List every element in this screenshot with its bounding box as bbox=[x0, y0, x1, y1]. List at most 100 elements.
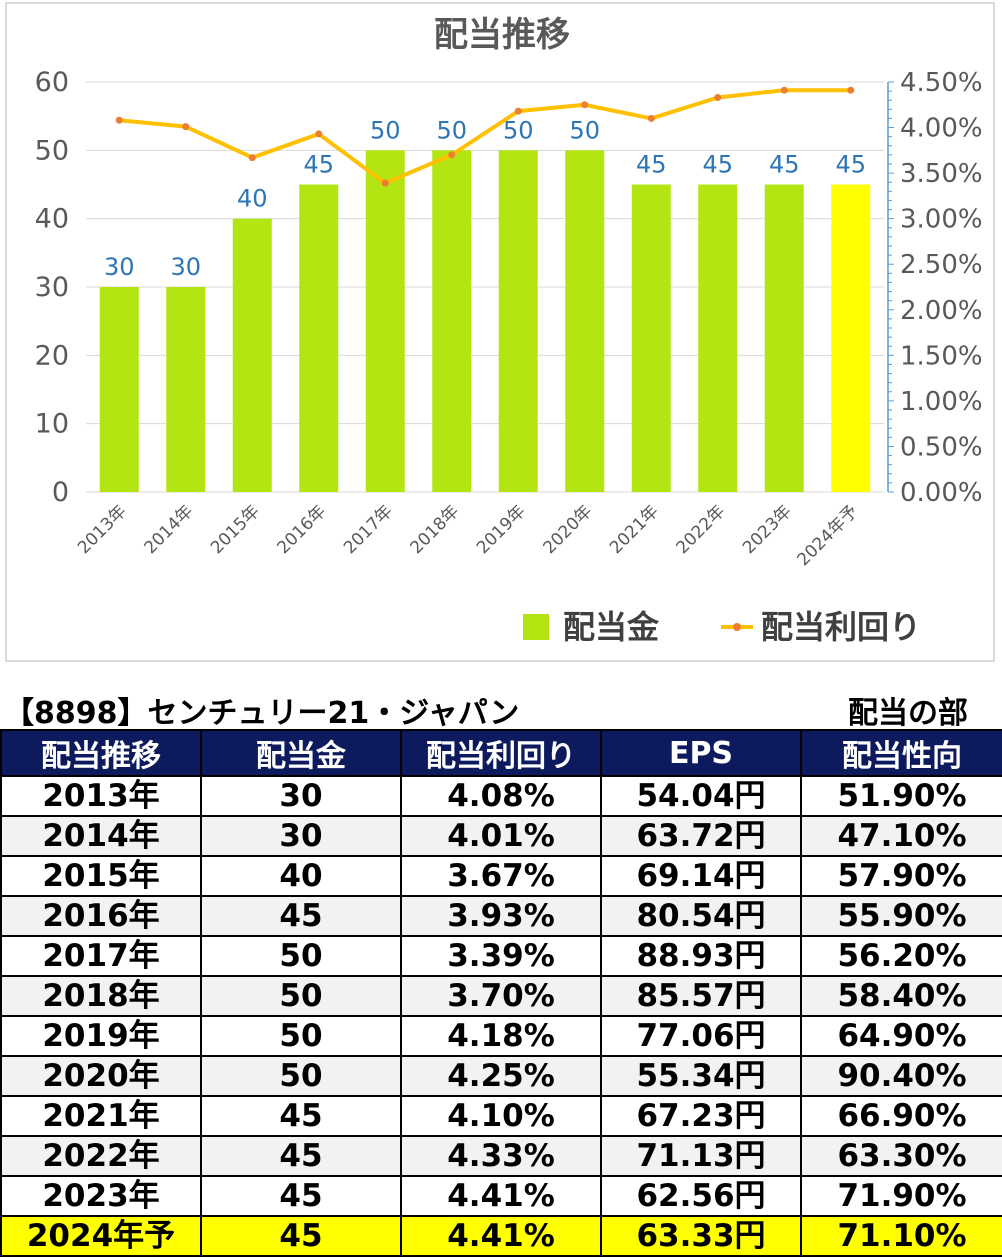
table-cell: 62.56円 bbox=[600, 1175, 802, 1217]
table-cell: 45 bbox=[200, 1215, 402, 1257]
table-cell: 4.33% bbox=[400, 1135, 602, 1177]
table-cell: 2016年 bbox=[0, 895, 202, 937]
table-cell: 56.20% bbox=[800, 935, 1002, 977]
data-label: 45 bbox=[769, 151, 800, 179]
y-right-tick-label: 1.00% bbox=[900, 387, 983, 417]
table-cell: 85.57円 bbox=[600, 975, 802, 1017]
table-cell: 71.90% bbox=[800, 1175, 1002, 1217]
yield-point bbox=[847, 86, 855, 94]
table-cell: 45 bbox=[200, 1135, 402, 1177]
data-label: 50 bbox=[569, 116, 600, 144]
table-row: 2016年 45 3.93% 80.54円 55.90% bbox=[0, 895, 1002, 937]
data-label: 45 bbox=[303, 151, 334, 179]
table-cell: 4.41% bbox=[400, 1175, 602, 1217]
table-cell: 4.01% bbox=[400, 815, 602, 857]
table-subtitle: 配当の部 bbox=[848, 696, 968, 731]
table-row: 2020年 50 4.25% 55.34円 90.40% bbox=[0, 1055, 1002, 1097]
bar bbox=[764, 184, 804, 492]
bar bbox=[698, 184, 738, 492]
table-cell: 4.41% bbox=[400, 1215, 602, 1257]
table-cell: 40 bbox=[200, 855, 402, 897]
table-cell: 4.25% bbox=[400, 1055, 602, 1097]
table-cell: 71.13円 bbox=[600, 1135, 802, 1177]
table-cell: 47.10% bbox=[800, 815, 1002, 857]
y-left-tick-label: 60 bbox=[35, 67, 69, 98]
table-cell: 54.04円 bbox=[600, 775, 802, 817]
chart-frame: 配当推移 0 10 20 30 40 50 60 0.00% 0.50% 1.00% 1.50% 2.0… bbox=[5, 2, 995, 662]
data-label: 30 bbox=[170, 253, 201, 281]
y-left-tick-label: 30 bbox=[35, 272, 69, 303]
table-row: 2019年 50 4.18% 77.06円 64.90% bbox=[0, 1015, 1002, 1057]
table-cell: 50 bbox=[200, 935, 402, 977]
x-tick-label: 2018年 bbox=[407, 501, 464, 558]
column-header: 配当利回り bbox=[400, 729, 602, 777]
table-cell: 3.39% bbox=[400, 935, 602, 977]
y-left-tick-label: 40 bbox=[35, 204, 69, 235]
data-label: 30 bbox=[104, 253, 135, 281]
legend-label: 配当金 bbox=[563, 608, 660, 646]
data-label: 45 bbox=[835, 151, 866, 179]
x-tick-label: 2024年予 bbox=[794, 501, 863, 570]
table-cell: 2014年 bbox=[0, 815, 202, 857]
table-cell: 50 bbox=[200, 1055, 402, 1097]
yield-point bbox=[248, 154, 256, 162]
y-right-tick-label: 3.50% bbox=[900, 159, 983, 189]
table-cell: 55.90% bbox=[800, 895, 1002, 937]
table-cell: 50 bbox=[200, 975, 402, 1017]
x-tick-label: 2023年 bbox=[739, 501, 796, 558]
table-header-row: 【8898】センチュリー21・ジャパン 配当の部 bbox=[0, 688, 1002, 731]
table-row: 2013年 30 4.08% 54.04円 51.90% bbox=[0, 775, 1002, 817]
table-cell: 2024年予 bbox=[0, 1215, 202, 1257]
column-header: 配当推移 bbox=[0, 729, 202, 777]
table-cell: 2015年 bbox=[0, 855, 202, 897]
y-right-tick-label: 4.50% bbox=[900, 68, 983, 98]
table-cell: 58.40% bbox=[800, 975, 1002, 1017]
table-header: 配当推移 配当金 配当利回り EPS 配当性向 bbox=[0, 729, 1002, 777]
yield-point bbox=[182, 123, 190, 131]
table-cell: 88.93円 bbox=[600, 935, 802, 977]
y-left-tick-label: 50 bbox=[35, 135, 69, 166]
table-cell: 2019年 bbox=[0, 1015, 202, 1057]
y-left-tick-label: 10 bbox=[35, 409, 69, 440]
table-caption: 【8898】センチュリー21・ジャパン bbox=[4, 696, 520, 731]
x-tick-label: 2016年 bbox=[274, 501, 331, 558]
table-row: 2018年 50 3.70% 85.57円 58.40% bbox=[0, 975, 1002, 1017]
table-row: 2023年 45 4.41% 62.56円 71.90% bbox=[0, 1175, 1002, 1217]
table-cell: 45 bbox=[200, 1175, 402, 1217]
table-cell: 4.10% bbox=[400, 1095, 602, 1137]
x-tick-label: 2017年 bbox=[340, 501, 397, 558]
table-cell: 50 bbox=[200, 1015, 402, 1057]
table-cell: 2020年 bbox=[0, 1055, 202, 1097]
dividend-chart: 配当推移 0 10 20 30 40 50 60 0.00% 0.50% 1.00% 1.50% 2.0… bbox=[35, 15, 983, 646]
table-row: 2015年 40 3.67% 69.14円 57.90% bbox=[0, 855, 1002, 897]
y-right-tick-label: 4.00% bbox=[900, 114, 983, 144]
y-right-tick-label: 0.50% bbox=[900, 432, 983, 462]
table-cell: 4.18% bbox=[400, 1015, 602, 1057]
table-row: 2024年予 45 4.41% 63.33円 71.10% bbox=[0, 1215, 1002, 1257]
y-left-tick-label: 20 bbox=[35, 340, 69, 371]
x-tick-label: 2014年 bbox=[141, 501, 198, 558]
table-cell: 2022年 bbox=[0, 1135, 202, 1177]
table-row: 2022年 45 4.33% 71.13円 63.30% bbox=[0, 1135, 1002, 1177]
x-tick-label: 2021年 bbox=[606, 501, 663, 558]
column-header: EPS bbox=[600, 729, 802, 777]
table-cell: 45 bbox=[200, 1095, 402, 1137]
data-label: 50 bbox=[436, 116, 467, 144]
yield-point bbox=[115, 116, 123, 124]
table-cell: 2023年 bbox=[0, 1175, 202, 1217]
table-cell: 63.33円 bbox=[600, 1215, 802, 1257]
data-label: 45 bbox=[702, 151, 733, 179]
y-right-tick-label: 0.00% bbox=[900, 478, 983, 508]
table-cell: 69.14円 bbox=[600, 855, 802, 897]
chart-title: 配当推移 bbox=[434, 15, 570, 55]
table-cell: 63.30% bbox=[800, 1135, 1002, 1177]
table-cell: 63.72円 bbox=[600, 815, 802, 857]
bar bbox=[232, 218, 272, 492]
table-cell: 51.90% bbox=[800, 775, 1002, 817]
table-cell: 90.40% bbox=[800, 1055, 1002, 1097]
yield-point bbox=[581, 101, 589, 109]
data-label: 45 bbox=[636, 151, 667, 179]
yield-point bbox=[315, 130, 323, 138]
bar bbox=[631, 184, 671, 492]
bar bbox=[432, 150, 472, 493]
